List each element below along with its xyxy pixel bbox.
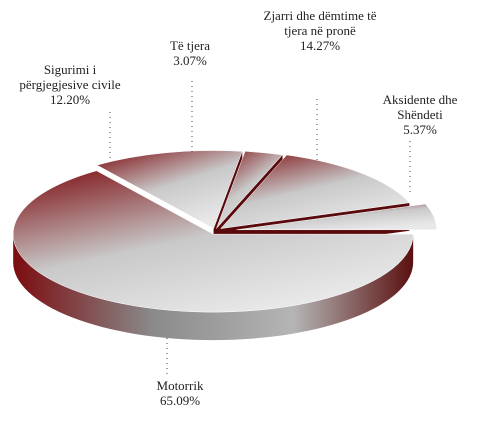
value: 14.27% <box>299 38 341 53</box>
value: 12.20% <box>49 92 91 107</box>
slice-label: Të tjera 3.07% <box>140 38 240 68</box>
slice-label: Zjarri dhe dëmtime të tjera në pronë 14.2… <box>255 8 385 53</box>
category: Zjarri dhe dëmtime të tjera në pronë <box>263 8 377 38</box>
value: 65.09% <box>159 393 201 408</box>
value: 3.07% <box>173 53 207 68</box>
category: Të tjera <box>169 38 211 53</box>
slice-side <box>13 234 414 341</box>
slice-label: Sigurimi i përgjegjesive civile 12.20% <box>15 62 125 107</box>
slice <box>12 170 414 313</box>
value: 5.37% <box>403 122 437 137</box>
slice-label: Motorrik 65.09% <box>120 378 240 408</box>
slice-label: Aksidente dhe Shëndeti 5.37% <box>365 92 475 137</box>
category: Sigurimi i përgjegjesive civile <box>19 62 121 92</box>
slice <box>220 154 410 229</box>
slice <box>216 151 284 229</box>
slice <box>96 150 243 229</box>
slice <box>236 203 437 231</box>
category: Motorrik <box>156 378 204 393</box>
category: Aksidente dhe Shëndeti <box>382 92 458 122</box>
